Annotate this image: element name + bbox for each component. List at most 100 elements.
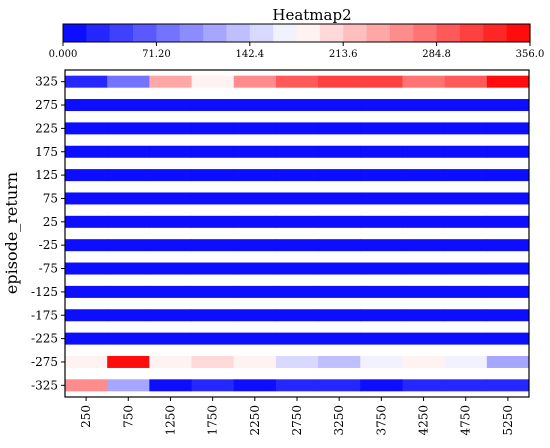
colorbar-segment (366, 24, 391, 42)
heatmap-cell (233, 169, 277, 182)
heatmap-cell (65, 192, 108, 205)
heatmap-cell (191, 309, 235, 322)
colorbar-segment (506, 24, 531, 42)
heatmap-cell (233, 122, 277, 135)
heatmap-cell (486, 309, 530, 322)
x-axis-ticks: 250 750 1250 1750 2250 2750 3250 3750 4250 4750 52… (79, 397, 515, 436)
heatmap-cell (402, 99, 446, 112)
heatmap-cell (444, 262, 488, 275)
x-tick-label: 1750 (206, 405, 220, 436)
x-tick-label: 4750 (459, 405, 473, 436)
heatmap-cell (191, 262, 235, 275)
heatmap-cell (149, 355, 193, 368)
heatmap-cell (65, 355, 108, 368)
heatmap-cell (444, 215, 488, 228)
heatmap-cell (318, 215, 361, 228)
y-axis-label: episode_return (2, 172, 21, 294)
y-tick-label: -275 (31, 355, 58, 369)
heatmap-cell (318, 99, 361, 112)
heatmap-cell (402, 285, 446, 298)
heatmap-cell (275, 192, 319, 205)
heatmap-cell (444, 145, 488, 158)
heatmap-cell (486, 215, 530, 228)
heatmap-cell (318, 122, 361, 135)
heatmap-cell (107, 262, 150, 275)
colorbar-segment (226, 24, 251, 42)
heatmap-cell (486, 379, 530, 392)
heatmap-cell (191, 169, 235, 182)
heatmap-cell (318, 262, 361, 275)
heatmap-cell (233, 239, 277, 252)
heatmap-cell (233, 215, 277, 228)
heatmap-cell (444, 169, 488, 182)
heatmap-cell (318, 332, 361, 345)
heatmap-cell (233, 192, 277, 205)
plot-frame (64, 69, 530, 398)
heatmap-cell (191, 239, 235, 252)
heatmap-cell (149, 285, 193, 298)
heatmap-cell (402, 379, 446, 392)
heatmap-cell (65, 169, 108, 182)
colorbar-tick-label: 284.8 (422, 49, 451, 60)
heatmap-cell (107, 215, 150, 228)
heatmap-cell (318, 169, 361, 182)
y-tick-label: -225 (31, 332, 58, 346)
heatmap-cell (275, 262, 319, 275)
heatmap-cell (486, 285, 530, 298)
heatmap-cell (444, 309, 488, 322)
heatmap-cell (149, 332, 193, 345)
heatmap-cell (233, 285, 277, 298)
y-tick-label: 225 (35, 121, 58, 135)
heatmap-cell (65, 309, 108, 322)
heatmap-cell (360, 215, 403, 228)
heatmap-cell (402, 262, 446, 275)
heatmap-cell (444, 239, 488, 252)
heatmap-cell (233, 379, 277, 392)
heatmap-cell (486, 75, 530, 88)
colorbar-tick-label: 142.4 (235, 49, 264, 60)
heatmap-cell (486, 239, 530, 252)
heatmap-cell (275, 215, 319, 228)
colorbar-ticks: 0.000 71.20 142.4 213.6 284.8 356.0 (49, 42, 545, 60)
colorbar-tick-label: 356.0 (516, 49, 545, 60)
colorbar-tick-label: 0.000 (49, 49, 78, 60)
heatmap-cell (191, 355, 235, 368)
heatmap-cell (233, 99, 277, 112)
heatmap-cell (402, 122, 446, 135)
heatmap-cell (360, 169, 403, 182)
heatmap-cell (402, 355, 446, 368)
heatmap-cell (486, 122, 530, 135)
colorbar-segment (273, 24, 298, 42)
heatmap-cell (360, 99, 403, 112)
heatmap-cell (149, 192, 193, 205)
heatmap-cell (360, 145, 403, 158)
y-tick-label: -175 (31, 308, 58, 322)
heatmap-cell (360, 379, 403, 392)
colorbar (62, 23, 531, 43)
heatmap-cell (107, 145, 150, 158)
heatmap-cell (149, 75, 193, 88)
heatmap-cell (107, 239, 150, 252)
y-tick-label: -75 (39, 262, 58, 276)
heatmap-cell (233, 145, 277, 158)
heatmap-cell (149, 215, 193, 228)
x-tick-label: 250 (79, 405, 93, 428)
heatmap-cell (444, 379, 488, 392)
x-tick-label: 3750 (374, 405, 388, 436)
colorbar-frame (62, 23, 531, 43)
y-tick-label: 75 (43, 191, 58, 205)
heatmap-cell (107, 379, 150, 392)
heatmap-cell (486, 192, 530, 205)
heatmap-cells (65, 75, 530, 392)
heatmap-cell (107, 355, 150, 368)
heatmap-cell (318, 309, 361, 322)
heatmap-cell (65, 75, 108, 88)
heatmap-cell (149, 145, 193, 158)
heatmap-cell (233, 309, 277, 322)
heatmap-cell (149, 122, 193, 135)
heatmap-cell (360, 355, 403, 368)
heatmap-cell (149, 309, 193, 322)
heatmap-cell (233, 75, 277, 88)
heatmap-cell (107, 192, 150, 205)
